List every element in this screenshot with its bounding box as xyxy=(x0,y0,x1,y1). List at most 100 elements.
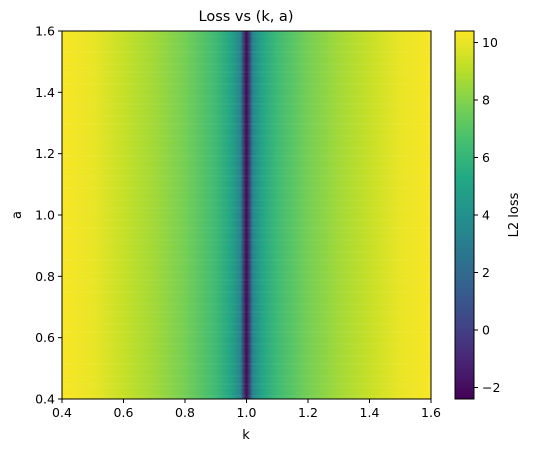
heatmap-row xyxy=(62,79,431,81)
colorbar-label: L2 loss xyxy=(507,192,522,237)
heatmap-row xyxy=(62,343,431,345)
heatmap-row xyxy=(62,243,431,245)
heatmap-row xyxy=(62,199,431,201)
y-axis-ticks: 0.4 0.6 0.8 1.0 1.2 1.4 1.6 xyxy=(35,24,62,407)
heatmap-row xyxy=(62,263,431,265)
colorbar-tick-label: 0 xyxy=(482,323,490,338)
colorbar-tick-label: 6 xyxy=(482,150,490,165)
heatmap-row xyxy=(62,339,431,341)
colorbar-tick-label: 2 xyxy=(482,265,490,280)
heatmap-row xyxy=(62,147,431,149)
heatmap-row xyxy=(62,87,431,89)
x-tick-label: 1.0 xyxy=(237,405,257,420)
y-tick-label: 1.0 xyxy=(35,208,55,223)
heatmap-field xyxy=(62,31,431,399)
heatmap-row xyxy=(62,167,431,169)
heatmap-row xyxy=(62,131,431,133)
heatmap-row xyxy=(62,355,431,357)
heatmap-row xyxy=(62,35,431,37)
heatmap-row xyxy=(62,151,431,153)
heatmap-row xyxy=(62,395,431,397)
y-tick-label: 0.4 xyxy=(35,392,55,407)
heatmap-row xyxy=(62,391,431,393)
chart-title: Loss vs (k, a) xyxy=(199,9,294,25)
heatmap-row xyxy=(62,251,431,253)
x-tick-label: 1.6 xyxy=(421,405,441,420)
x-axis-ticks: 0.4 0.6 0.8 1.0 1.2 1.4 1.6 xyxy=(52,399,441,420)
x-tick-label: 0.6 xyxy=(114,405,134,420)
y-tick-label: 1.6 xyxy=(35,24,55,39)
heatmap-row xyxy=(62,83,431,85)
heatmap-row xyxy=(62,171,431,173)
heatmap-row xyxy=(62,295,431,297)
y-tick-label: 1.4 xyxy=(35,85,55,100)
heatmap-row xyxy=(62,179,431,181)
heatmap-row xyxy=(62,99,431,101)
heatmap-row xyxy=(62,307,431,309)
colorbar: −2 0 2 4 6 8 10 L2 loss xyxy=(454,30,522,400)
heatmap-row xyxy=(62,55,431,57)
heatmap-row xyxy=(62,347,431,349)
heatmap-row xyxy=(62,95,431,97)
heatmap-row xyxy=(62,387,431,389)
heatmap-row xyxy=(62,183,431,185)
y-tick-label: 0.8 xyxy=(35,269,55,284)
heatmap-row xyxy=(62,367,431,369)
heatmap-row xyxy=(62,359,431,361)
heatmap-row xyxy=(62,127,431,129)
y-tick-label: 0.6 xyxy=(35,330,55,345)
y-axis-label: a xyxy=(10,211,25,219)
heatmap-row xyxy=(62,115,431,117)
heatmap-row xyxy=(62,207,431,209)
heatmap-row xyxy=(62,111,431,113)
x-tick-label: 1.4 xyxy=(360,405,380,420)
heatmap-row xyxy=(62,163,431,165)
heatmap-row xyxy=(62,315,431,317)
heatmap-row xyxy=(62,335,431,337)
heatmap-row xyxy=(62,191,431,193)
heatmap-row xyxy=(62,279,431,281)
heatmap-row xyxy=(62,47,431,49)
heatmap-row xyxy=(62,139,431,141)
heatmap-row xyxy=(62,287,431,289)
heatmap-row xyxy=(62,323,431,325)
colorbar-fill xyxy=(455,31,474,399)
colorbar-ticks: −2 0 2 4 6 8 10 xyxy=(474,35,500,395)
plot-area xyxy=(61,30,432,400)
heatmap-row xyxy=(62,239,431,241)
heatmap-row xyxy=(62,203,431,205)
colorbar-tick-label: 10 xyxy=(482,35,498,50)
heatmap-row xyxy=(62,227,431,229)
heatmap-row xyxy=(62,123,431,125)
heatmap-row xyxy=(62,231,431,233)
heatmap-row xyxy=(62,275,431,277)
heatmap-row xyxy=(62,63,431,65)
colorbar-tick-label: 4 xyxy=(482,208,490,223)
colorbar-tick-label: 8 xyxy=(482,93,490,108)
heatmap-row xyxy=(62,331,431,333)
heatmap-row xyxy=(62,267,431,269)
heatmap-row xyxy=(62,107,431,109)
y-tick-label: 1.2 xyxy=(35,146,55,161)
heatmap-row xyxy=(62,59,431,61)
heatmap-row xyxy=(62,375,431,377)
heatmap-row xyxy=(62,311,431,313)
x-tick-label: 0.8 xyxy=(175,405,195,420)
heatmap-row xyxy=(62,383,431,385)
heatmap-row xyxy=(62,71,431,73)
x-tick-label: 1.2 xyxy=(298,405,318,420)
x-tick-label: 0.4 xyxy=(52,405,72,420)
x-axis-label: k xyxy=(242,428,250,443)
heatmap-row xyxy=(62,363,431,365)
heatmap-row xyxy=(62,187,431,189)
heatmap-row xyxy=(62,135,431,137)
colorbar-tick-label: −2 xyxy=(482,380,500,395)
heatmap-row xyxy=(62,75,431,77)
heatmap-row xyxy=(62,259,431,261)
heatmap-row xyxy=(62,327,431,329)
heatmap-row xyxy=(62,283,431,285)
heatmap-row xyxy=(62,159,431,161)
heatmap-row xyxy=(62,303,431,305)
heatmap-row-texture xyxy=(62,35,431,397)
